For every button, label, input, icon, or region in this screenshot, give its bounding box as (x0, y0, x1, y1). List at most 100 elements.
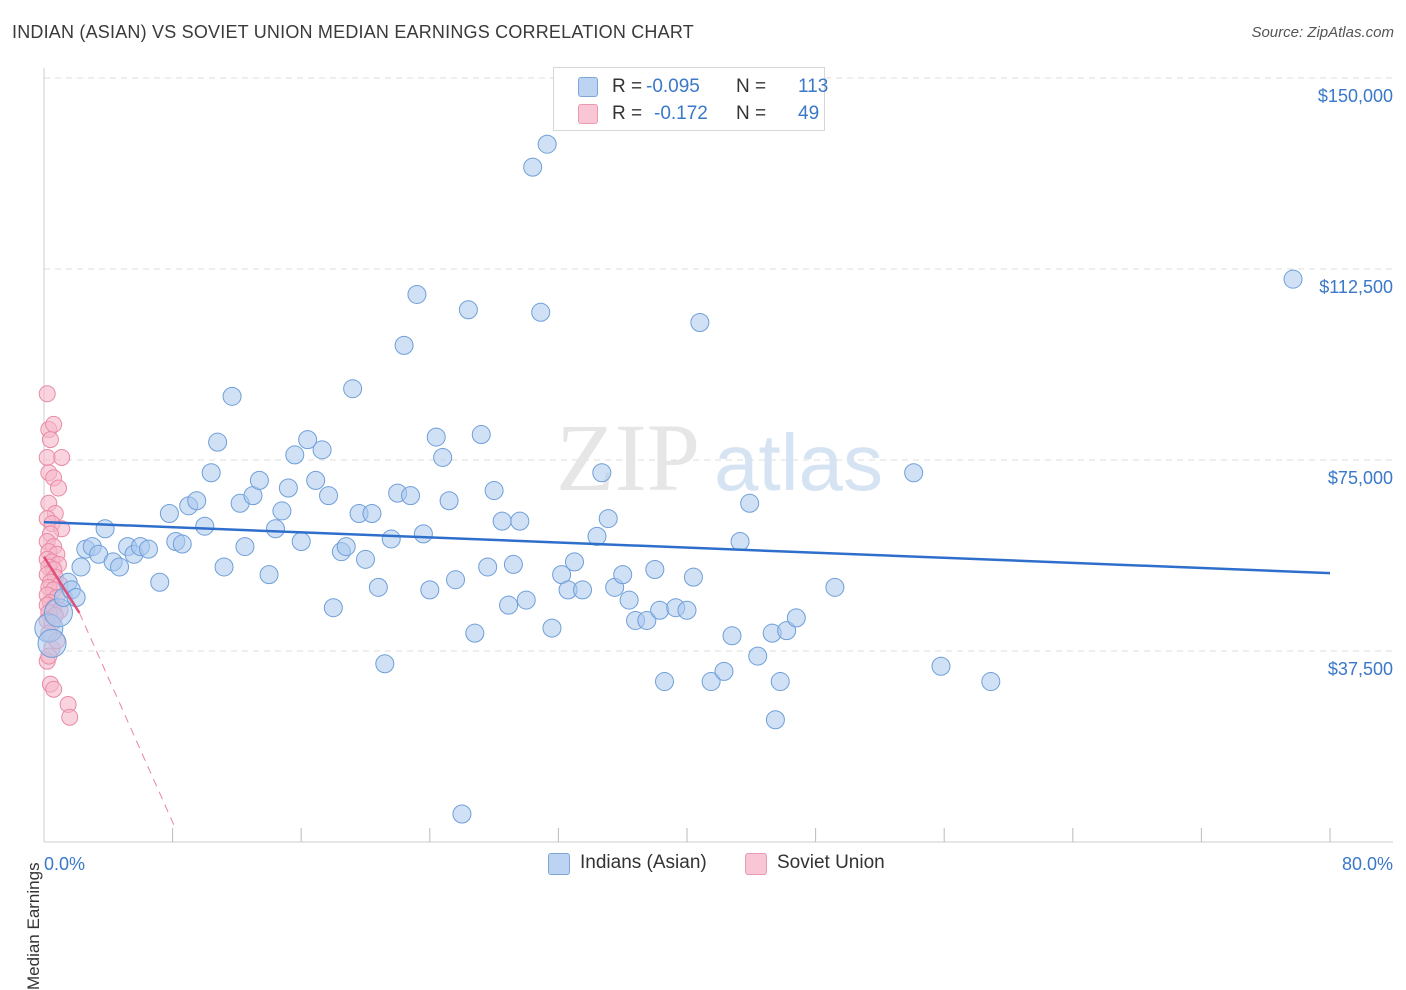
indians-asian-point (510, 511, 530, 531)
soviet-union-points (38, 385, 79, 726)
soviet-union-point (45, 415, 63, 433)
indians-asian-point (195, 516, 215, 536)
indians-asian-point (208, 432, 228, 452)
indians-asian-point (465, 623, 485, 643)
legend-n-value: 113 (798, 76, 829, 97)
correlation-legend: R = -0.095 N = 113 R = -0.172 N = 49 (553, 67, 829, 131)
indians-asian-point (150, 572, 170, 592)
indians-asian-point (701, 672, 721, 692)
indians-asian-point (312, 440, 332, 460)
indians-asian-point (159, 503, 179, 523)
indians-asian-point (503, 554, 523, 574)
indians-asian-point (356, 549, 375, 569)
indians-asian-point (343, 379, 363, 399)
indians-asian-point (730, 531, 750, 551)
indians-asian-point (523, 157, 543, 177)
indians-asian-point (375, 654, 395, 674)
indians-asian-point (564, 552, 584, 572)
x-tick-label-min: 0.0% (44, 854, 85, 874)
indians-asian-point (446, 570, 466, 590)
indians-asian-point (748, 646, 768, 666)
indians-asian-point (613, 565, 633, 585)
indians-asian-point (336, 537, 356, 557)
indians-asian-point (777, 621, 797, 641)
indians-asian-point (981, 672, 1001, 692)
y-tick-label: $75,000 (1328, 468, 1393, 488)
indians-trend-line (43, 520, 1331, 575)
indians-asian-point (394, 335, 414, 355)
legend-n-label: N = (736, 103, 767, 124)
indians-asian-point (931, 656, 951, 676)
indians-asian-point (362, 503, 382, 523)
indians-asian-point (426, 427, 446, 447)
indians-asian-point (172, 534, 192, 554)
indians-asian-point (249, 470, 269, 490)
soviet-union-point (53, 448, 71, 466)
legend-r-value: -0.172 (654, 103, 708, 124)
trend-lines (42, 520, 1331, 830)
y-tick-label: $37,500 (1328, 659, 1393, 679)
indians-asian-point (285, 445, 305, 465)
indians-asian-point (187, 491, 207, 511)
series-legend: Indians (Asian) Soviet Union (0, 852, 1406, 876)
x-tick-label-max: 80.0% (1342, 854, 1393, 874)
indians-asian-point (765, 710, 785, 730)
legend-label-soviet: Soviet Union (777, 852, 885, 873)
scatter-plot: ZIP atlas $37,500 $75,000 $112,500 $150,000… (34, 68, 1393, 874)
legend-n-value: 49 (798, 103, 820, 124)
indians-asian-point (433, 447, 453, 467)
indians-asian-point (201, 463, 221, 483)
indians-asian-point (110, 557, 130, 577)
indians-asian-point (516, 590, 536, 610)
legend-swatch-blue (578, 77, 598, 97)
indians-asian-point (683, 567, 703, 587)
indians-asian-point (637, 610, 657, 630)
indians-asian-point (1283, 269, 1303, 289)
legend-label-indians: Indians (Asian) (580, 852, 707, 873)
indians-asian-point (71, 557, 91, 577)
indians-asian-point (413, 524, 433, 544)
watermark-zip: ZIP (556, 404, 700, 511)
indians-asian-point (650, 600, 670, 620)
indians-asian-point (452, 804, 472, 824)
soviet-union-point (61, 708, 79, 726)
grid-lines (44, 77, 1393, 652)
indians-asian-point (654, 672, 674, 692)
y-tick-label: $150,000 (1318, 86, 1393, 106)
legend-swatch-pink (578, 104, 598, 124)
soviet-trend-line (42, 556, 81, 614)
soviet-union-point (41, 431, 59, 449)
indians-asian-point (368, 577, 388, 597)
indians-asian-point (306, 470, 326, 490)
indians-asian-point (407, 284, 427, 304)
indians-asian-point (531, 302, 551, 322)
indians-asian-point (786, 608, 806, 628)
indians-asian-point (619, 590, 639, 610)
indians-asian-point (235, 537, 255, 557)
indians-asian-point (645, 560, 665, 580)
legend-swatch-blue (548, 853, 570, 875)
indians-asian-point (587, 526, 607, 546)
indians-asian-point (825, 577, 845, 597)
indians-asian-point (492, 511, 512, 531)
y-tick-labels: $37,500 $75,000 $112,500 $150,000 (1318, 86, 1393, 679)
indians-asian-point (259, 565, 279, 585)
source-label: Source: ZipAtlas.com (1251, 24, 1394, 41)
soviet-trend-extension (78, 612, 177, 830)
legend-swatch-pink (745, 853, 767, 875)
indians-asian-point (770, 672, 790, 692)
indians-asian-point (722, 626, 742, 646)
indians-asian-point (598, 509, 618, 529)
indians-asian-points (34, 134, 1303, 824)
indians-asian-point (272, 501, 292, 521)
indians-asian-point (740, 493, 760, 513)
legend-n-label: N = (736, 76, 767, 97)
soviet-union-point (38, 385, 56, 403)
indians-asian-point (319, 486, 339, 506)
y-tick-label: $112,500 (1319, 277, 1393, 297)
indians-asian-point (278, 478, 298, 498)
indians-asian-point (573, 580, 593, 600)
indians-asian-point (138, 539, 158, 559)
indians-asian-point (471, 425, 491, 445)
indians-asian-point (542, 618, 562, 638)
